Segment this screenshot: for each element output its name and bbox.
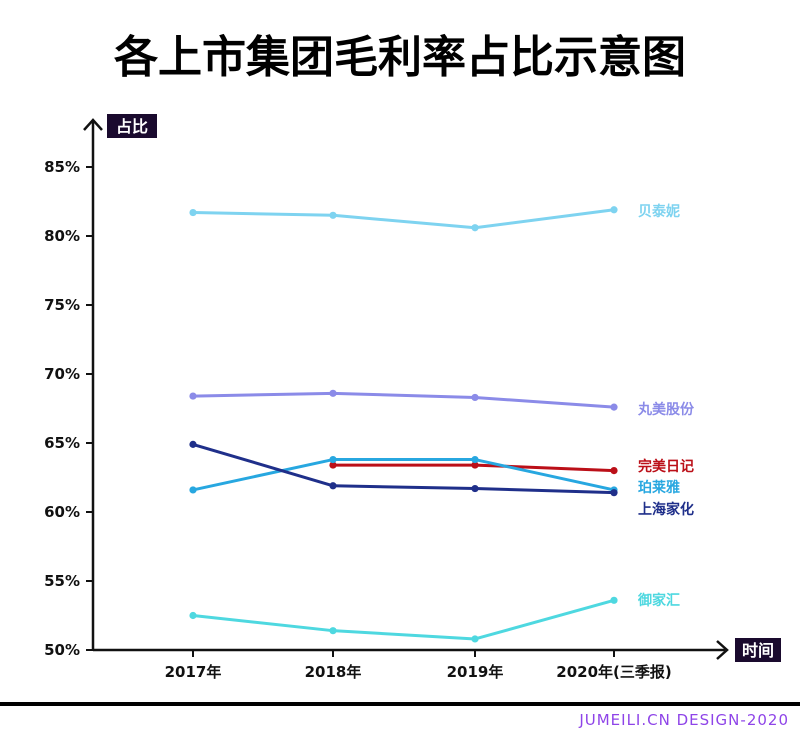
data-point xyxy=(189,208,197,217)
series-line xyxy=(191,458,616,492)
data-point xyxy=(189,392,197,400)
series-label: 上海家化 xyxy=(638,501,694,518)
y-tick-label: 75% xyxy=(44,296,80,314)
data-point xyxy=(471,455,479,464)
series-line xyxy=(191,442,616,495)
data-point xyxy=(329,627,337,635)
data-point xyxy=(471,224,479,232)
data-point xyxy=(329,389,337,397)
series-label: 珀莱雅 xyxy=(638,479,680,496)
x-tick-label: 2020年(三季报) xyxy=(556,663,671,681)
data-point xyxy=(329,455,337,464)
x-axis-arrow xyxy=(716,640,729,660)
chart-title: 各上市集团毛利率占比示意图 xyxy=(114,32,686,83)
series-group xyxy=(189,206,618,643)
y-axis-label: 占比 xyxy=(116,117,148,136)
x-tick-label: 2019年 xyxy=(447,663,504,681)
x-tick-label: 2018年 xyxy=(305,663,362,681)
y-axis-label-box xyxy=(107,114,157,138)
series-line xyxy=(191,208,616,230)
data-point xyxy=(610,489,618,497)
x-tick-label: 2017年 xyxy=(165,663,222,681)
data-point xyxy=(329,211,337,219)
footer-credit: JUMEILI.CN DESIGN-2020 xyxy=(578,711,789,729)
y-axis-arrow xyxy=(83,118,103,131)
y-tick-label: 55% xyxy=(44,572,80,590)
x-ticks: 2017年 2018年 2019年 2020年(三季报) xyxy=(165,650,672,681)
data-point xyxy=(189,440,197,448)
data-point xyxy=(189,486,197,494)
series-label: 御家汇 xyxy=(637,592,680,609)
data-point xyxy=(610,596,618,604)
data-point xyxy=(471,484,479,493)
y-tick-label: 50% xyxy=(44,641,80,659)
y-ticks: 85% 80% 75% 70% 65% 60% 55% 50% xyxy=(44,158,93,659)
data-point xyxy=(329,482,337,490)
axes: 占比 时间 xyxy=(83,114,781,662)
data-point xyxy=(329,461,337,469)
y-tick-label: 70% xyxy=(44,365,80,383)
data-point xyxy=(471,393,479,402)
data-point xyxy=(471,635,479,643)
series-line xyxy=(191,598,616,641)
data-point xyxy=(610,206,618,214)
data-point xyxy=(610,403,618,411)
series-label: 贝泰妮 xyxy=(638,203,680,220)
y-tick-label: 80% xyxy=(44,227,80,245)
data-point xyxy=(610,467,618,475)
y-tick-label: 60% xyxy=(44,503,80,521)
series-line xyxy=(191,391,616,409)
data-point xyxy=(471,461,479,469)
x-axis-label-box xyxy=(735,638,781,662)
data-point xyxy=(189,611,197,620)
y-tick-label: 65% xyxy=(44,434,80,452)
y-tick-label: 85% xyxy=(44,158,80,176)
series-label: 完美日记 xyxy=(638,458,694,475)
series-label: 丸美股份 xyxy=(637,401,695,418)
x-axis-label: 时间 xyxy=(742,641,774,660)
